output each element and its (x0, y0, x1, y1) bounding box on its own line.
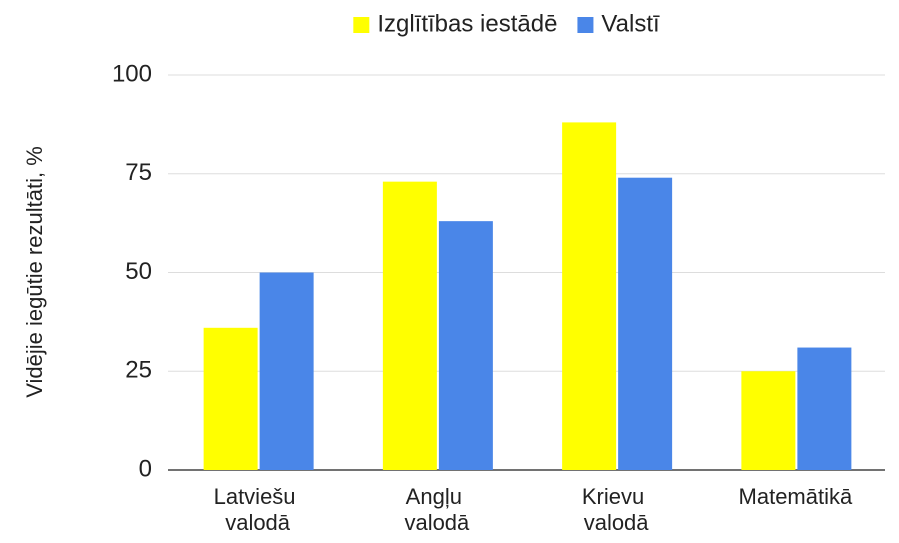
legend-label: Izglītības iestādē (377, 10, 557, 37)
y-tick-label: 0 (139, 455, 152, 482)
bar (259, 272, 314, 470)
bar (741, 371, 796, 470)
y-tick-label: 100 (112, 60, 152, 87)
bar (797, 347, 852, 470)
y-tick-label: 75 (125, 159, 152, 186)
legend-item: Izglītības iestādē (353, 10, 557, 37)
bar (438, 221, 493, 470)
legend-swatch (353, 17, 370, 33)
y-tick-label: 50 (125, 258, 152, 285)
legend-item: Valstī (577, 10, 660, 37)
x-tick-label: Latviešu valodā (214, 484, 302, 535)
bar (562, 122, 617, 471)
bar (203, 327, 258, 470)
x-tick-label: Krievu valodā (582, 484, 650, 535)
y-axis-label: Vidējie iegūtie rezultāti, % (22, 146, 47, 398)
bar (382, 181, 437, 470)
bar (618, 177, 673, 470)
y-tick-label: 25 (125, 357, 152, 384)
legend-swatch (577, 17, 594, 33)
x-tick-label: Matemātikā (739, 484, 853, 509)
legend-label: Valstī (601, 10, 660, 37)
x-tick-label: Angļu valodā (404, 484, 470, 535)
